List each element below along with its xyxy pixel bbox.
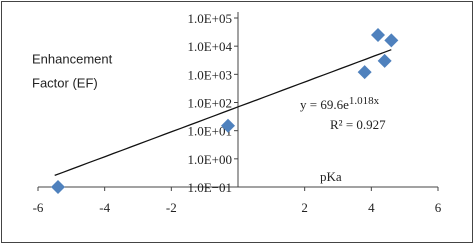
r-squared: R² = 0.927 — [330, 117, 386, 132]
x-tick-label: -2 — [166, 200, 177, 215]
data-point — [384, 33, 399, 48]
equation-exponent: 1.018x — [349, 95, 380, 107]
equation: y = 69.6e — [300, 97, 349, 112]
data-point — [357, 65, 372, 80]
x-tick-label: -4 — [99, 200, 110, 215]
x-tick-label: 4 — [368, 200, 375, 215]
y-tick-label: 1.0E+03 — [187, 67, 232, 82]
y-tick-label: 1.0E+01 — [187, 124, 232, 139]
data-point — [377, 53, 392, 68]
data-point — [221, 118, 235, 133]
y-tick-label: 1.0E+05 — [187, 11, 232, 26]
trendline-equation: y = 69.6e1.018x — [300, 95, 380, 112]
y-tick-label: 1.0E−01 — [187, 180, 232, 195]
y-tick-label: 1.0E+04 — [187, 39, 232, 54]
x-tick-label: -6 — [33, 200, 44, 215]
y-tick-label: 1.0E+02 — [187, 95, 232, 110]
y-axis-label: Factor (EF) — [32, 75, 98, 90]
x-tick-label: 6 — [435, 200, 442, 215]
x-tick-label: 2 — [301, 200, 308, 215]
y-tick-label: 1.0E+00 — [187, 152, 232, 167]
y-axis-label: Enhancement — [32, 51, 113, 66]
data-point — [371, 27, 385, 42]
data-point — [51, 180, 65, 194]
x-axis-label: pKa — [320, 169, 342, 184]
trendline — [54, 49, 392, 177]
